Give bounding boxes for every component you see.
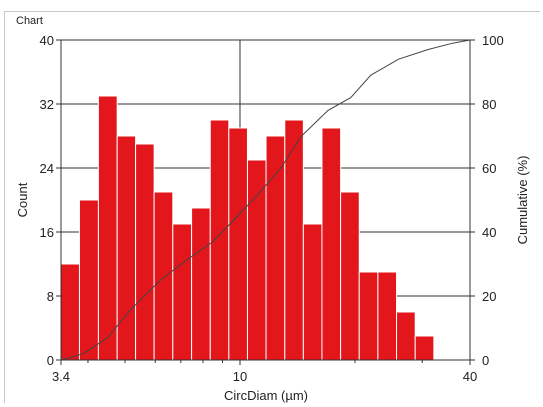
y-tick-label-3: 24 bbox=[40, 161, 54, 176]
histogram-bar-16 bbox=[358, 271, 379, 361]
histogram-bar-11 bbox=[265, 135, 286, 361]
histogram-bars bbox=[60, 95, 435, 361]
y-axis-title: Count bbox=[15, 182, 30, 217]
histogram-bar-10 bbox=[246, 159, 267, 361]
histogram-bar-13 bbox=[302, 223, 323, 361]
x-axis-ticks: 3.4 10 40 bbox=[52, 360, 477, 384]
x-tick-label-2: 40 bbox=[463, 369, 477, 384]
histogram-bar-0 bbox=[60, 263, 80, 361]
y2-tick-label-4: 80 bbox=[482, 97, 496, 112]
histogram-bar-15 bbox=[340, 191, 360, 361]
histogram-bar-9 bbox=[228, 127, 248, 361]
histogram-bar-14 bbox=[321, 127, 342, 361]
x-tick-label-0: 3.4 bbox=[52, 369, 70, 384]
histogram-bar-18 bbox=[396, 311, 416, 361]
x-axis-title: CircDiam (µm) bbox=[224, 388, 308, 403]
x-tick-label-1: 10 bbox=[233, 369, 247, 384]
y-tick-label-4: 32 bbox=[40, 97, 54, 112]
histogram-bar-17 bbox=[377, 271, 398, 361]
y-tick-label-2: 16 bbox=[40, 225, 54, 240]
y2-tick-label-2: 40 bbox=[482, 225, 496, 240]
histogram-bar-19 bbox=[414, 335, 435, 361]
cumulative-line bbox=[60, 39, 471, 361]
histogram-bar-1 bbox=[78, 199, 99, 361]
y-tick-label-0: 0 bbox=[47, 353, 54, 368]
histogram-bar-5 bbox=[153, 191, 174, 361]
histogram-bar-12 bbox=[284, 119, 304, 361]
histogram-bar-3 bbox=[116, 135, 137, 361]
y-tick-label-1: 8 bbox=[47, 289, 54, 304]
chart-group-label: Chart bbox=[13, 15, 46, 27]
y2-axis-title: Cumulative (%) bbox=[515, 156, 530, 245]
histogram-bar-2 bbox=[97, 95, 118, 361]
chart-group-box: Chart bbox=[4, 11, 540, 403]
y-axis-ticks: 0 8 16 24 32 40 bbox=[40, 33, 61, 368]
y2-tick-label-1: 20 bbox=[482, 289, 496, 304]
y-tick-label-5: 40 bbox=[40, 33, 54, 48]
histogram-bar-4 bbox=[135, 143, 155, 361]
y2-tick-label-3: 60 bbox=[482, 161, 496, 176]
y2-axis-ticks: 0 20 40 60 80 100 bbox=[470, 33, 504, 368]
y2-tick-label-5: 100 bbox=[482, 33, 504, 48]
histogram-bar-7 bbox=[191, 207, 211, 361]
histogram-bar-8 bbox=[209, 119, 230, 361]
y2-tick-label-0: 0 bbox=[482, 353, 489, 368]
histogram-bar-6 bbox=[172, 223, 193, 361]
plot-frame bbox=[60, 39, 471, 361]
